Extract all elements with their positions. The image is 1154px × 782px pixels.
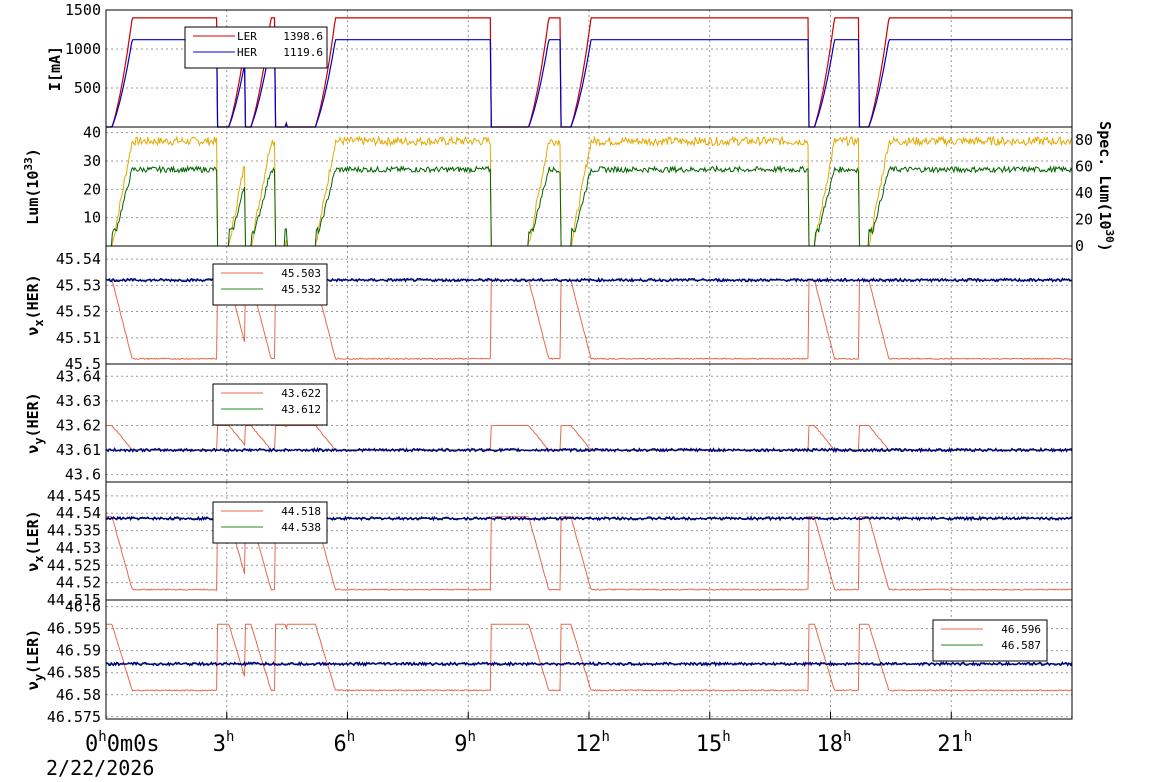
series-line-measured <box>105 446 1073 454</box>
legend: 44.518 44.538 <box>212 501 328 544</box>
legend-value: 44.518 <box>281 505 321 518</box>
legend-value: 46.596 <box>1001 623 1041 636</box>
y2-tick-label: 80 <box>1075 131 1093 149</box>
x-tick-label: 18h <box>817 729 852 757</box>
legend-value: 1398.6 <box>283 30 323 43</box>
x-tick-label: 0h0m0s <box>85 729 160 757</box>
y-tick-label: 43.6 <box>65 466 101 484</box>
x-tick-label: 9h <box>454 729 476 757</box>
series-line-spec <box>106 164 1073 247</box>
y-axis-label: νy(LER) <box>24 629 46 690</box>
legend-value: 46.587 <box>1001 639 1041 652</box>
y-tick-label: 45.5 <box>65 355 101 373</box>
legend-name: HER <box>237 46 257 59</box>
y-axis-label: νy(HER) <box>24 392 46 453</box>
x-tick-label: 21h <box>937 729 972 757</box>
legend-box <box>184 26 328 69</box>
panel-nux-ler: 44.51544.5244.52544.5344.53544.5444.545ν… <box>24 481 1073 609</box>
y-tick-label: 46.585 <box>47 664 101 682</box>
date-label: 2/22/2026 <box>46 756 155 780</box>
y-tick-label: 44.525 <box>47 556 101 574</box>
legend-value: 43.612 <box>281 403 321 416</box>
y-tick-label: 46.58 <box>56 686 101 704</box>
y-tick-label: 45.54 <box>56 250 101 268</box>
y-tick-label: 44.54 <box>56 504 101 522</box>
y-tick-label: 10 <box>83 209 101 227</box>
x-tick-label: 6h <box>334 729 356 757</box>
series-line-ref <box>106 623 1073 692</box>
legend-name: LER <box>237 30 257 43</box>
y-tick-label: 45.51 <box>56 329 101 347</box>
y-axis-label: Lum(1033) <box>22 148 42 224</box>
y-tick-label: 46.59 <box>56 642 101 660</box>
y-axis-label: νx(HER) <box>24 274 46 335</box>
legend: 43.622 43.612 <box>212 383 328 426</box>
y-tick-label: 44.515 <box>47 591 101 609</box>
y-tick-label: 1500 <box>65 1 101 19</box>
panel-nuy-ler: 46.575 46.58 46.585 46.59 46.595 46.6 νy(LER) 4… <box>24 598 1073 726</box>
x-tick-label: 3h <box>213 729 235 757</box>
y-tick-label: 1000 <box>65 40 101 58</box>
legend: LER 1398.6 HER 1119.6 <box>184 26 328 69</box>
legend-value: 43.622 <box>281 387 321 400</box>
legend-box <box>932 619 1048 662</box>
legend-value: 45.503 <box>281 267 321 280</box>
y-tick-label: 20 <box>83 180 101 198</box>
series-line-measured <box>105 660 1073 668</box>
y-tick-label: 46.6 <box>65 598 101 616</box>
y-tick-label: 40 <box>83 124 101 142</box>
x-tick-label: 12h <box>575 729 610 757</box>
y-tick-label: 46.595 <box>47 620 101 638</box>
panel-nux-her: 45.545.5145.5245.5345.54νx(HER)45.50345.… <box>24 245 1073 373</box>
series-line-ref <box>106 279 1073 361</box>
y-tick-label: 46.575 <box>47 708 101 726</box>
y2-tick-label: 60 <box>1075 158 1093 176</box>
y-tick-label: 43.64 <box>56 367 101 385</box>
y-tick-label: 45.52 <box>56 303 101 321</box>
panel-beam-current: 500 1000 1500 I[mA] LER 1398.6 HER 1119.6 <box>46 1 1073 128</box>
legend-box <box>212 501 328 544</box>
legend-value: 45.532 <box>281 283 321 296</box>
legend-box <box>212 263 328 306</box>
legend-value: 1119.6 <box>283 46 323 59</box>
series-line-ref <box>106 516 1073 592</box>
series-line-lum <box>106 135 1073 247</box>
y2-axis-label: Spec. Lum(1030) <box>1096 121 1116 252</box>
y-axis-label: I[mA] <box>46 46 64 91</box>
y-tick-label: 44.545 <box>47 487 101 505</box>
panel-luminosity: 10 20 30 40 Lum(1033) 0 20 40 60 80 Spec. Lum(1030… <box>22 121 1116 255</box>
legend: 46.596 46.587 <box>932 619 1048 662</box>
y-tick-label: 43.63 <box>56 392 101 410</box>
y-tick-label: 43.61 <box>56 441 101 459</box>
y2-tick-label: 40 <box>1075 184 1093 202</box>
y-tick-label: 44.52 <box>56 574 101 592</box>
y-tick-label: 500 <box>74 79 101 97</box>
y2-tick-label: 20 <box>1075 211 1093 229</box>
y2-tick-label: 0 <box>1075 237 1084 255</box>
y-tick-label: 43.62 <box>56 416 101 434</box>
legend-box <box>212 383 328 426</box>
y-tick-label: 44.53 <box>56 539 101 557</box>
x-tick-label: 15h <box>696 729 731 757</box>
y-tick-label: 45.53 <box>56 276 101 294</box>
legend-value: 44.538 <box>281 521 321 534</box>
legend: 45.503 45.532 <box>212 263 328 306</box>
y-tick-label: 44.535 <box>47 522 101 540</box>
y-axis-label: νx(LER) <box>24 510 46 571</box>
y-tick-label: 30 <box>83 152 101 170</box>
